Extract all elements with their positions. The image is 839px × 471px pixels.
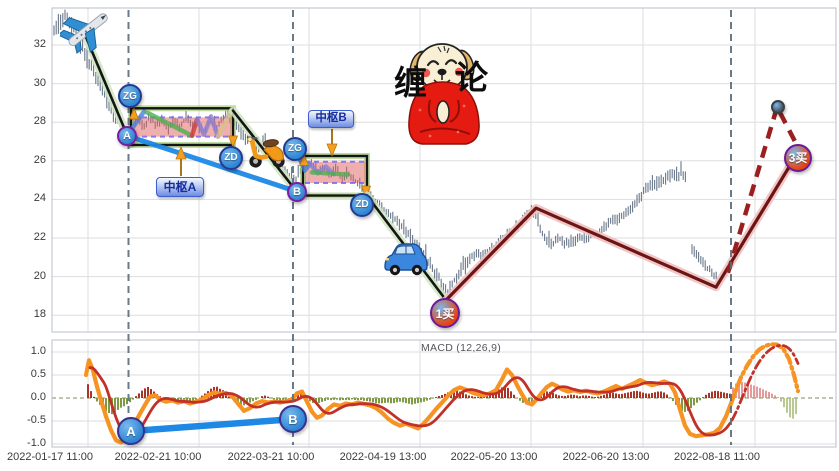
airplane-icon xyxy=(57,2,116,59)
macd-y-tick-label: 0.0 xyxy=(30,391,46,403)
price-y-tick-label: 24 xyxy=(33,192,46,205)
price-y-tick-label: 30 xyxy=(33,76,46,89)
zg-a-marker[interactable]: ZG xyxy=(118,84,142,109)
x-tick-label: 2022-08-18 11:00 xyxy=(673,451,761,463)
price-y-tick-label: 26 xyxy=(33,153,46,166)
price-y-tick-label: 20 xyxy=(33,269,46,282)
macd-indicator-title: MACD (12,26,9) xyxy=(420,342,502,354)
zd-a-marker[interactable]: ZD xyxy=(219,145,243,170)
zd-b-marker[interactable]: ZD xyxy=(350,192,374,217)
point-a-marker[interactable]: A xyxy=(117,126,137,147)
price-y-tick-label: 28 xyxy=(33,115,46,128)
macd-b-marker[interactable]: B xyxy=(279,405,307,434)
forecast-dot-marker[interactable] xyxy=(771,99,785,114)
car-icon xyxy=(383,240,429,283)
x-tick-label: 2022-06-20 13:00 xyxy=(562,451,650,463)
title-char-lun: 论 xyxy=(455,58,488,97)
macd-a-marker[interactable]: A xyxy=(117,417,145,446)
x-tick-label: 2022-04-19 13:00 xyxy=(339,451,427,463)
dog-monk-icon xyxy=(400,40,492,157)
title-char-chan: 缠 xyxy=(394,63,427,102)
scooter-icon xyxy=(245,127,289,174)
price-y-tick-label: 18 xyxy=(33,308,46,321)
price-y-tick-label: 32 xyxy=(33,38,46,50)
point-b-marker[interactable]: B xyxy=(287,182,307,203)
zg-b-marker[interactable]: ZG xyxy=(283,136,307,161)
x-tick-label: 2022-05-20 13:00 xyxy=(450,451,538,463)
x-tick-label: 2022-02-21 10:00 xyxy=(114,451,202,463)
macd-y-tick-label: 0.5 xyxy=(30,368,46,380)
pivot-b-label: 中枢B xyxy=(308,110,354,128)
buy1-marker[interactable]: 1买 xyxy=(430,298,460,329)
pivot-a-label: 中枢A xyxy=(156,177,204,197)
macd-y-tick-label: 1.0 xyxy=(30,345,46,357)
buy3-marker[interactable]: 3买 xyxy=(784,143,812,172)
x-tick-label: 2022-03-21 10:00 xyxy=(227,451,315,463)
macd-y-tick-label: -1.0 xyxy=(27,437,46,449)
price-y-tick-label: 22 xyxy=(33,231,46,243)
macd-y-tick-label: -0.5 xyxy=(27,414,46,426)
x-tick-label: 2022-01-17 11:00 xyxy=(6,451,94,463)
